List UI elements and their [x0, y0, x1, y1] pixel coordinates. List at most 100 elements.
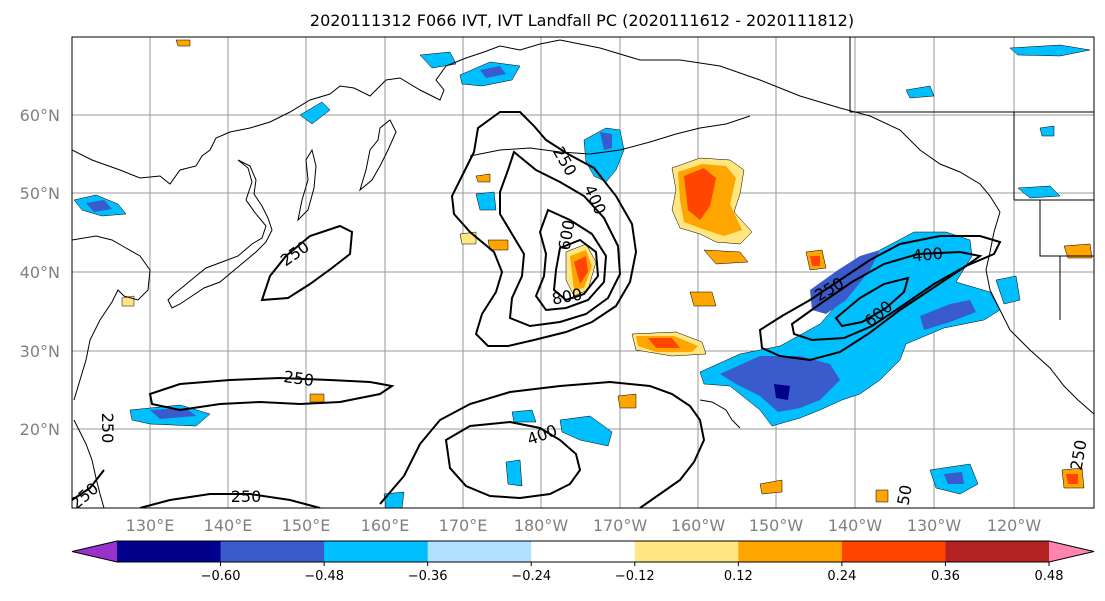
colorbar-tick-label: 0.36	[931, 569, 960, 584]
contour-250-south	[148, 376, 395, 412]
warm-shade	[1066, 474, 1078, 484]
warm-shade	[684, 168, 716, 220]
contour-250-west	[260, 224, 354, 302]
blue-shade	[475, 191, 497, 211]
lon-label: 140°W	[828, 516, 883, 535]
lat-label: 50°N	[20, 184, 60, 203]
warm-shade	[475, 173, 491, 183]
lat-label: 60°N	[20, 106, 60, 125]
lon-label: 170°W	[593, 516, 648, 535]
colorbar-tick-label: −0.36	[408, 569, 448, 584]
colorbar-segment	[945, 541, 1050, 562]
blue-shade	[1017, 185, 1061, 199]
blue-shade	[150, 408, 196, 419]
contour-250-central	[450, 111, 638, 347]
colorbar: −0.60 −0.48 −0.36 −0.24 −0.12 0.12 0.24 0.36 0.4…	[71, 540, 1095, 584]
canada-border	[849, 37, 1094, 113]
colorbar-tick-label: 0.24	[827, 569, 856, 584]
asia-coast	[72, 39, 561, 185]
contour-250-ep	[379, 380, 706, 508]
kamchatka	[359, 119, 397, 192]
warm-shade	[648, 338, 680, 348]
warm-shade	[175, 39, 191, 47]
us-states	[1013, 112, 1094, 320]
colorbar-segment	[220, 541, 325, 562]
map-title: 2020111312 F066 IVT, IVT Landfall PC (20…	[310, 11, 854, 30]
taiwan-luzon	[73, 419, 105, 508]
blue-shade	[419, 51, 457, 69]
blue-shade	[86, 200, 112, 212]
colorbar-segment	[634, 541, 739, 562]
blue-shade	[1039, 125, 1055, 137]
colorbar-segment	[427, 541, 532, 562]
contour-600-east	[834, 276, 910, 328]
colorbar-tick-label: 0.48	[1035, 569, 1064, 584]
contour-250-east	[758, 235, 1002, 362]
lon-label: 150°W	[749, 516, 804, 535]
colorbar-segment	[324, 541, 429, 562]
lon-label: 160°E	[361, 516, 410, 535]
colorbar-segment	[531, 541, 636, 562]
lon-label: 130°E	[126, 516, 175, 535]
pc-shading	[73, 39, 1093, 508]
warm-shade	[309, 393, 325, 403]
colorbar-segment	[738, 541, 843, 562]
lon-label: 150°E	[282, 516, 331, 535]
lat-label: 30°N	[20, 342, 60, 361]
japan	[167, 159, 273, 309]
warm-shade	[487, 239, 509, 251]
colorbar-segment	[841, 541, 946, 562]
colorbar-tick-label: −0.60	[201, 569, 241, 584]
blue-shade	[559, 415, 613, 447]
warm-shade	[703, 249, 749, 265]
blue-shade	[383, 491, 405, 508]
contour-400-ep	[444, 420, 582, 500]
blue-shade	[1009, 44, 1091, 57]
blue-shade	[511, 409, 537, 423]
contour-600-central	[534, 208, 608, 312]
colorbar-tick-label: 0.12	[724, 569, 753, 584]
blue-shade	[905, 85, 935, 99]
colorbar-tick-label: −0.48	[304, 569, 344, 584]
colorbar-tick-label: −0.24	[511, 569, 551, 584]
na-west-coast	[985, 211, 1094, 415]
contour-label: 400	[911, 244, 943, 266]
contour-label: 250	[282, 367, 315, 390]
contour-250-sw	[139, 493, 321, 508]
lon-label: 170°E	[439, 516, 488, 535]
latitude-labels: 60°N 50°N 40°N 30°N 20°N	[20, 106, 60, 439]
sakhalin	[297, 148, 317, 222]
lon-label: 120°W	[987, 516, 1042, 535]
longitude-labels: 130°E 140°E 150°E 160°E 170°E 180°W 170°…	[126, 516, 1042, 535]
aleutians	[469, 115, 751, 157]
ivt-contours	[72, 111, 1002, 508]
warm-shade	[1063, 243, 1093, 259]
warm-shade	[810, 256, 820, 266]
colorbar-tick-label: −0.12	[615, 569, 655, 584]
blue-shade	[944, 472, 964, 484]
blue-shade	[480, 66, 506, 78]
contour-label: 250	[98, 413, 117, 444]
blue-shade	[505, 459, 523, 487]
blue-shade	[299, 101, 331, 125]
korea-china	[72, 235, 151, 401]
colorbar-segment	[117, 541, 222, 562]
contour-250-far-west	[72, 469, 105, 501]
warm-shade	[689, 291, 717, 307]
contour-400-central	[499, 150, 622, 328]
blue-shade	[920, 300, 976, 330]
warm-shade	[875, 489, 889, 503]
lon-label: 160°W	[671, 516, 726, 535]
warm-shade	[574, 256, 588, 284]
blue-shade	[720, 356, 840, 412]
map-panel: 250 250 250 400 600 800 250 400 600 250 …	[71, 36, 1095, 509]
blue-shade	[600, 132, 612, 150]
map-frame	[71, 36, 1095, 509]
contour-800-central	[552, 238, 600, 302]
blue-shade	[995, 275, 1021, 305]
contour-400-east	[790, 250, 983, 342]
warm-shade	[617, 393, 637, 409]
colorbar-extend-max	[1049, 541, 1094, 562]
contour-label: 50	[893, 483, 915, 506]
